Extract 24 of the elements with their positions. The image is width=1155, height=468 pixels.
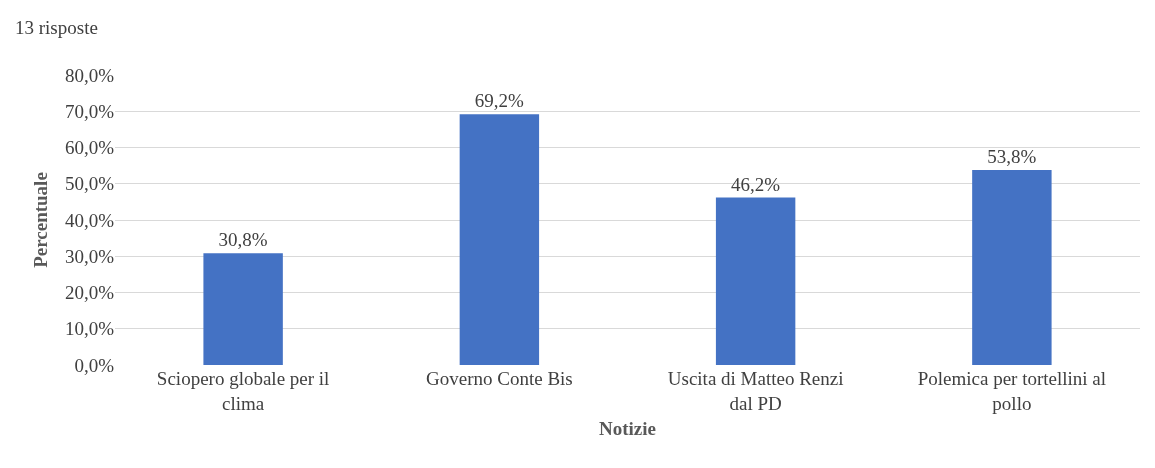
x-tick-label: Uscita di Matteo Renzi dal PD bbox=[667, 368, 844, 414]
chart-subtitle: 13 risposte bbox=[15, 17, 98, 38]
x-tick-label: Sciopero globale per il clima bbox=[156, 368, 330, 414]
bar bbox=[203, 253, 283, 365]
y-tick-label: 60,0% bbox=[64, 137, 115, 159]
y-tick-label: 80,0% bbox=[64, 64, 115, 86]
bar bbox=[972, 169, 1052, 365]
bar bbox=[459, 114, 540, 365]
y-tick-label: 70,0% bbox=[64, 100, 115, 122]
y-axis-title: Percentuale bbox=[29, 172, 51, 268]
x-tick-label: Polemica per tortellini al pollo bbox=[917, 368, 1107, 414]
data-label: 53,8% bbox=[987, 145, 1037, 167]
y-tick-label: 30,0% bbox=[64, 245, 115, 267]
y-tick-label: 20,0% bbox=[64, 282, 115, 304]
data-label: 69,2% bbox=[474, 90, 524, 112]
data-label: 30,8% bbox=[218, 229, 268, 251]
x-tick-label: Governo Conte Bis bbox=[426, 368, 573, 389]
y-tick-label: 40,0% bbox=[64, 209, 115, 231]
y-tick-label: 50,0% bbox=[64, 173, 115, 195]
y-tick-label: 0,0% bbox=[74, 354, 115, 376]
bar bbox=[715, 197, 796, 365]
y-tick-label: 10,0% bbox=[64, 318, 115, 340]
x-axis-title: Notizie bbox=[599, 417, 656, 439]
data-label: 46,2% bbox=[731, 173, 781, 195]
